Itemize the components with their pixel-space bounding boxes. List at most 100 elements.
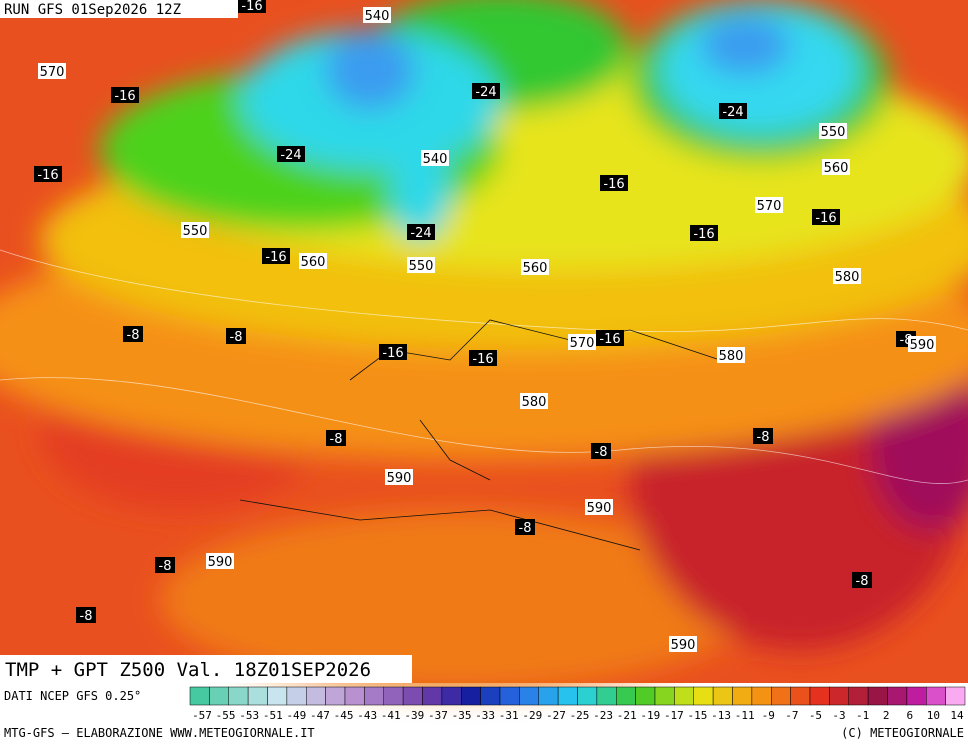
legend-label: -3 xyxy=(832,709,845,722)
temp-label: -8 xyxy=(159,559,172,574)
map-title: TMP + GPT Z500 Val. 18Z01SEP2026 xyxy=(5,659,371,681)
legend-label: -47 xyxy=(310,709,330,722)
legend-swatch xyxy=(267,686,288,706)
legend-swatch xyxy=(829,686,849,706)
height-label: 560 xyxy=(523,261,548,276)
legend-label: -15 xyxy=(688,709,708,722)
legend-swatch xyxy=(635,686,656,706)
legend-label: -19 xyxy=(640,709,660,722)
temp-label-box xyxy=(591,443,611,459)
legend-label: -29 xyxy=(522,709,542,722)
legend-swatch xyxy=(344,686,365,706)
height-label: 580 xyxy=(522,395,547,410)
legend: -57 -55 -53 -51 -49 -47 -45 -43 -41 -39 -37 -35 -33-… xyxy=(189,686,966,722)
legend-label: -27 xyxy=(546,709,566,722)
legend-swatch xyxy=(732,686,753,706)
height-label: 590 xyxy=(671,638,696,653)
legend-label: -21 xyxy=(617,709,637,722)
height-label-box xyxy=(181,222,209,238)
legend-swatch xyxy=(712,686,733,706)
height-label-box xyxy=(421,150,449,166)
temp-label: -16 xyxy=(265,250,286,265)
height-label: 590 xyxy=(208,555,233,570)
temp-label-box xyxy=(277,146,305,162)
legend-label: -45 xyxy=(334,709,354,722)
legend-swatch xyxy=(461,686,481,706)
legend-swatch xyxy=(306,686,326,706)
height-label-box xyxy=(38,63,66,79)
legend-label: -13 xyxy=(711,709,731,722)
height-label: 540 xyxy=(365,9,390,24)
legend-swatch xyxy=(402,686,423,706)
legend-swatch xyxy=(228,686,249,706)
height-label: 590 xyxy=(587,501,612,516)
copyright: (C) METEOGIORNALE xyxy=(841,726,964,740)
height-label: 550 xyxy=(183,224,208,239)
legend-swatch xyxy=(751,686,772,706)
temp-label: -8 xyxy=(757,430,770,445)
height-label: 540 xyxy=(423,152,448,167)
credit: MTG-GFS – ELABORAZIONE WWW.METEOGIORNALE… xyxy=(4,726,315,740)
temp-label-box xyxy=(379,344,407,360)
legend-swatch xyxy=(809,686,830,706)
temp-label: -16 xyxy=(472,352,493,367)
legend-swatch xyxy=(654,686,675,706)
temp-label: -8 xyxy=(519,521,532,536)
height-label-box xyxy=(385,469,413,485)
height-label: 590 xyxy=(387,471,412,486)
title-box xyxy=(0,655,412,683)
temp-label: -16 xyxy=(603,177,624,192)
height-label: 570 xyxy=(570,336,595,351)
legend-swatch xyxy=(906,686,927,706)
source: DATI NCEP GFS 0.25° xyxy=(4,689,141,703)
temp-label-box xyxy=(226,328,246,344)
legend-swatch xyxy=(848,686,869,706)
temp-label-box xyxy=(262,248,290,264)
height-label-box xyxy=(908,336,936,352)
legend-label: 2 xyxy=(883,709,890,722)
legend-swatch xyxy=(519,686,539,706)
legend-swatch xyxy=(286,686,307,706)
legend-label: 10 xyxy=(927,709,940,722)
legend-swatch xyxy=(926,686,946,706)
legend-swatch xyxy=(538,686,559,706)
temp-label-box xyxy=(596,330,624,346)
legend-label: 14 xyxy=(950,709,964,722)
temp-label-box xyxy=(690,225,718,241)
temp-label: -24 xyxy=(475,85,496,100)
legend-swatch xyxy=(422,686,443,706)
temp-label: -24 xyxy=(280,148,301,163)
temp-label: -24 xyxy=(410,226,431,241)
legend-swatch xyxy=(616,686,636,706)
legend-swatch xyxy=(480,686,501,706)
legend-swatch xyxy=(693,686,714,706)
legend-swatch xyxy=(383,686,404,706)
legend-swatch xyxy=(596,686,617,706)
height-label-box xyxy=(407,257,435,273)
height-label: 590 xyxy=(910,338,935,353)
legend-label: -25 xyxy=(570,709,590,722)
height-label-box xyxy=(833,268,861,284)
legend-swatch xyxy=(499,686,520,706)
height-label: 580 xyxy=(719,349,744,364)
temp-label: -16 xyxy=(693,227,714,242)
temp-label: -16 xyxy=(815,211,836,226)
temp-label: -16 xyxy=(37,168,58,183)
legend-label: -49 xyxy=(286,709,306,722)
temp-label-box xyxy=(155,557,175,573)
height-label: 560 xyxy=(301,255,326,270)
legend-label: -37 xyxy=(428,709,448,722)
legend-label: -11 xyxy=(735,709,755,722)
legend-swatch xyxy=(790,686,811,706)
height-label: 580 xyxy=(835,270,860,285)
legend-label: -35 xyxy=(452,709,472,722)
temp-label-box xyxy=(123,326,143,342)
legend-swatch xyxy=(557,686,578,706)
temp-label-box xyxy=(472,83,500,99)
legend-label: -1 xyxy=(856,709,869,722)
height-label-box xyxy=(822,159,850,175)
temp-label-box xyxy=(852,572,872,588)
temp-label: -8 xyxy=(595,445,608,460)
legend-label: -7 xyxy=(785,709,798,722)
